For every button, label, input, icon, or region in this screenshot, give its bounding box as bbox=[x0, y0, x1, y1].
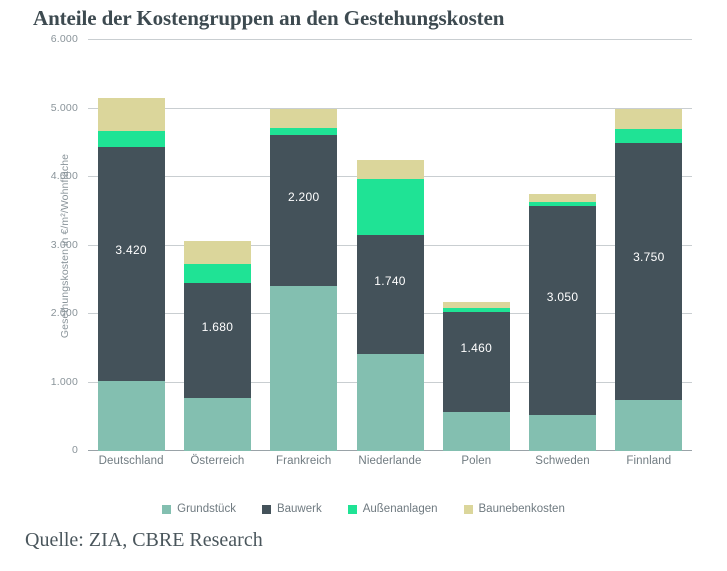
chart-legend: Grundstück Bauwerk Außenanlagen Baunebenkos… bbox=[0, 503, 727, 515]
legend-item[interactable]: Bauwerk bbox=[261, 503, 322, 515]
bar-group[interactable]: 3.420 bbox=[97, 40, 165, 451]
bar-group[interactable]: 1.460 bbox=[442, 40, 510, 451]
bar-group[interactable]: 1.740 bbox=[356, 40, 424, 451]
bar-segment[interactable] bbox=[529, 194, 597, 203]
bar-segment[interactable] bbox=[97, 146, 165, 382]
legend-label: Außenanlagen bbox=[362, 503, 438, 515]
legend-label: Grundstück bbox=[177, 503, 236, 515]
bar-segment[interactable] bbox=[270, 285, 338, 451]
bar-stack: 2.200 bbox=[270, 40, 338, 451]
bar-segment[interactable] bbox=[442, 411, 510, 451]
bar-segment[interactable] bbox=[529, 202, 597, 207]
legend-label: Baunebenkosten bbox=[478, 503, 565, 515]
bar-stack: 1.740 bbox=[356, 40, 424, 451]
bar-stack: 3.050 bbox=[529, 40, 597, 451]
bar-stack: 3.750 bbox=[615, 40, 683, 451]
bar-segment[interactable] bbox=[356, 354, 424, 451]
bar-segment[interactable] bbox=[615, 108, 683, 130]
bar-segment[interactable] bbox=[270, 135, 338, 286]
bar-segment[interactable] bbox=[97, 131, 165, 147]
y-axis-tick-label: 0 bbox=[71, 444, 78, 456]
bar-segment[interactable] bbox=[97, 97, 165, 132]
bar-segment[interactable] bbox=[442, 307, 510, 312]
legend-label: Bauwerk bbox=[276, 503, 322, 515]
legend-item[interactable]: Außenanlagen bbox=[347, 503, 438, 515]
bar-segment[interactable] bbox=[183, 283, 251, 399]
bar-segment[interactable] bbox=[529, 415, 597, 451]
x-axis-tick-label: Niederlande bbox=[358, 455, 422, 467]
legend-item[interactable]: Grundstück bbox=[162, 503, 236, 515]
gridline: 6.000 bbox=[51, 33, 692, 45]
chart-plot-area: 0 1.000 2.000 3.000 4.000 5.000 6.000 3.420 Deut… bbox=[51, 33, 692, 467]
legend-swatch-icon bbox=[261, 504, 271, 514]
x-axis-tick-label: Finnland bbox=[626, 455, 672, 467]
bar-group[interactable]: 2.200 bbox=[270, 40, 338, 451]
legend-swatch-icon bbox=[162, 504, 172, 514]
y-axis-tick-label: 5.000 bbox=[50, 101, 78, 114]
bar-segment[interactable] bbox=[356, 178, 424, 236]
bar-segment[interactable] bbox=[529, 206, 597, 416]
legend-swatch-icon bbox=[463, 504, 473, 514]
y-axis-tick-label: 2.000 bbox=[50, 307, 78, 319]
bar-stack: 3.420 bbox=[97, 40, 165, 451]
bar-group[interactable]: 3.050 bbox=[529, 40, 597, 451]
bar-segment[interactable] bbox=[270, 108, 338, 128]
bar-stack: 1.680 bbox=[183, 40, 251, 451]
x-axis-tick-label: Deutschland bbox=[98, 455, 164, 467]
gridline: 5.000 bbox=[51, 102, 692, 114]
bar-segment[interactable] bbox=[183, 263, 251, 284]
bar-segment[interactable] bbox=[270, 127, 338, 136]
legend-item[interactable]: Baunebenkosten bbox=[463, 503, 565, 515]
bar-segment[interactable] bbox=[442, 311, 510, 412]
x-axis-tick-label: Schweden bbox=[535, 455, 590, 467]
bar-segment[interactable] bbox=[183, 241, 251, 264]
bar-stack: 1.460 bbox=[442, 40, 510, 451]
bar-segment[interactable] bbox=[615, 399, 683, 451]
y-axis-tick-label: 4.000 bbox=[50, 170, 78, 182]
legend-swatch-icon bbox=[347, 504, 357, 514]
bar-segment[interactable] bbox=[442, 302, 510, 308]
y-axis-tick-label: 1.000 bbox=[50, 375, 78, 388]
bar-group[interactable]: 1.680 bbox=[183, 40, 251, 451]
page-title: Anteile der Kostengruppen an den Gestehu… bbox=[33, 6, 505, 30]
bar-segment[interactable] bbox=[615, 142, 683, 400]
bar-segment[interactable] bbox=[356, 160, 424, 179]
bar-group[interactable]: 3.750 bbox=[615, 40, 683, 451]
y-axis-tick-label: 6.000 bbox=[50, 33, 78, 45]
x-axis-tick-label: Frankreich bbox=[276, 455, 332, 467]
bar-segment[interactable] bbox=[183, 398, 251, 451]
x-axis-tick-label: Polen bbox=[461, 455, 492, 467]
x-axis-tick-label: Österreich bbox=[190, 455, 245, 467]
bar-segment[interactable] bbox=[615, 129, 683, 143]
y-axis-tick-label: 3.000 bbox=[50, 238, 78, 251]
bar-segment[interactable] bbox=[356, 235, 424, 355]
source-note: Quelle: ZIA, CBRE Research bbox=[25, 529, 263, 551]
bar-segment[interactable] bbox=[97, 381, 165, 451]
